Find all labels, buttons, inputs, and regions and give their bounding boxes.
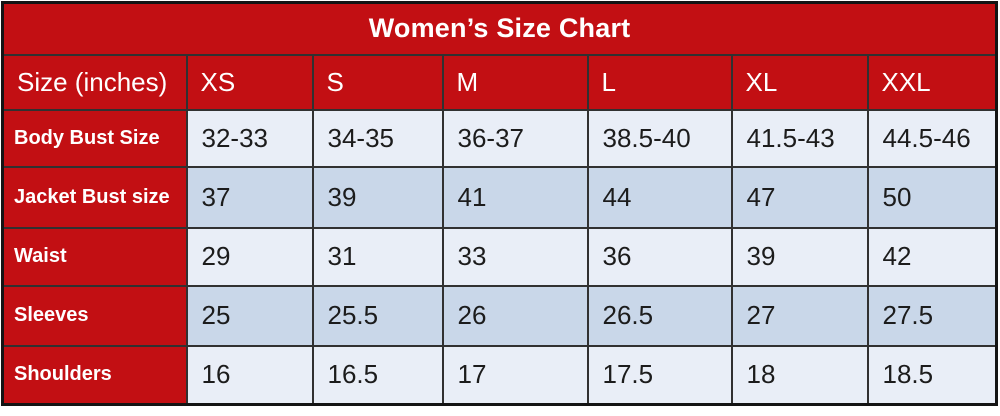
size-value-cell: 17 [441,344,589,406]
table-row-body-bust: Body Bust Size 32-33 34-35 36-37 38.5-40… [1,108,998,168]
size-value-cell: 17.5 [586,344,733,406]
size-value-cell: 36 [586,226,733,287]
column-header-l: L [586,53,733,111]
row-label: Sleeves [1,284,188,347]
column-header-size-inches: Size (inches) [1,53,188,111]
size-chart-table: Women’s Size Chart Size (inches) XS S M … [1,1,999,406]
column-header-s: S [311,53,444,111]
size-value-cell: 37 [185,165,314,229]
size-value-cell: 26.5 [586,284,733,347]
size-value-cell: 39 [730,226,869,287]
size-value-cell: 18.5 [866,344,998,406]
row-label: Body Bust Size [1,108,188,168]
column-header-xl: XL [730,53,869,111]
size-value-cell: 16.5 [311,344,444,406]
size-value-cell: 47 [730,165,869,229]
table-row-sleeves: Sleeves 25 25.5 26 26.5 27 27.5 [1,284,998,347]
table-row-jacket-bust: Jacket Bust size 37 39 41 44 47 50 [1,165,998,229]
size-value-cell: 42 [866,226,998,287]
size-value-cell: 38.5-40 [586,108,733,168]
size-value-cell: 26 [441,284,589,347]
page-title: Women’s Size Chart [1,1,998,56]
size-value-cell: 25.5 [311,284,444,347]
title-row: Women’s Size Chart [1,1,998,56]
size-value-cell: 32-33 [185,108,314,168]
size-value-cell: 44.5-46 [866,108,998,168]
table-row-waist: Waist 29 31 33 36 39 42 [1,226,998,287]
row-label: Shoulders [1,344,188,406]
row-label: Waist [1,226,188,287]
size-value-cell: 44 [586,165,733,229]
size-value-cell: 36-37 [441,108,589,168]
size-header-row: Size (inches) XS S M L XL XXL [1,53,998,111]
column-header-xs: XS [185,53,314,111]
size-value-cell: 50 [866,165,998,229]
size-value-cell: 39 [311,165,444,229]
size-value-cell: 29 [185,226,314,287]
size-value-cell: 27 [730,284,869,347]
size-value-cell: 41.5-43 [730,108,869,168]
size-value-cell: 31 [311,226,444,287]
size-value-cell: 16 [185,344,314,406]
table-row-shoulders: Shoulders 16 16.5 17 17.5 18 18.5 [1,344,998,406]
size-value-cell: 34-35 [311,108,444,168]
size-value-cell: 25 [185,284,314,347]
size-value-cell: 18 [730,344,869,406]
row-label: Jacket Bust size [1,165,188,229]
size-value-cell: 27.5 [866,284,998,347]
size-value-cell: 33 [441,226,589,287]
size-value-cell: 41 [441,165,589,229]
column-header-m: M [441,53,589,111]
column-header-xxl: XXL [866,53,998,111]
